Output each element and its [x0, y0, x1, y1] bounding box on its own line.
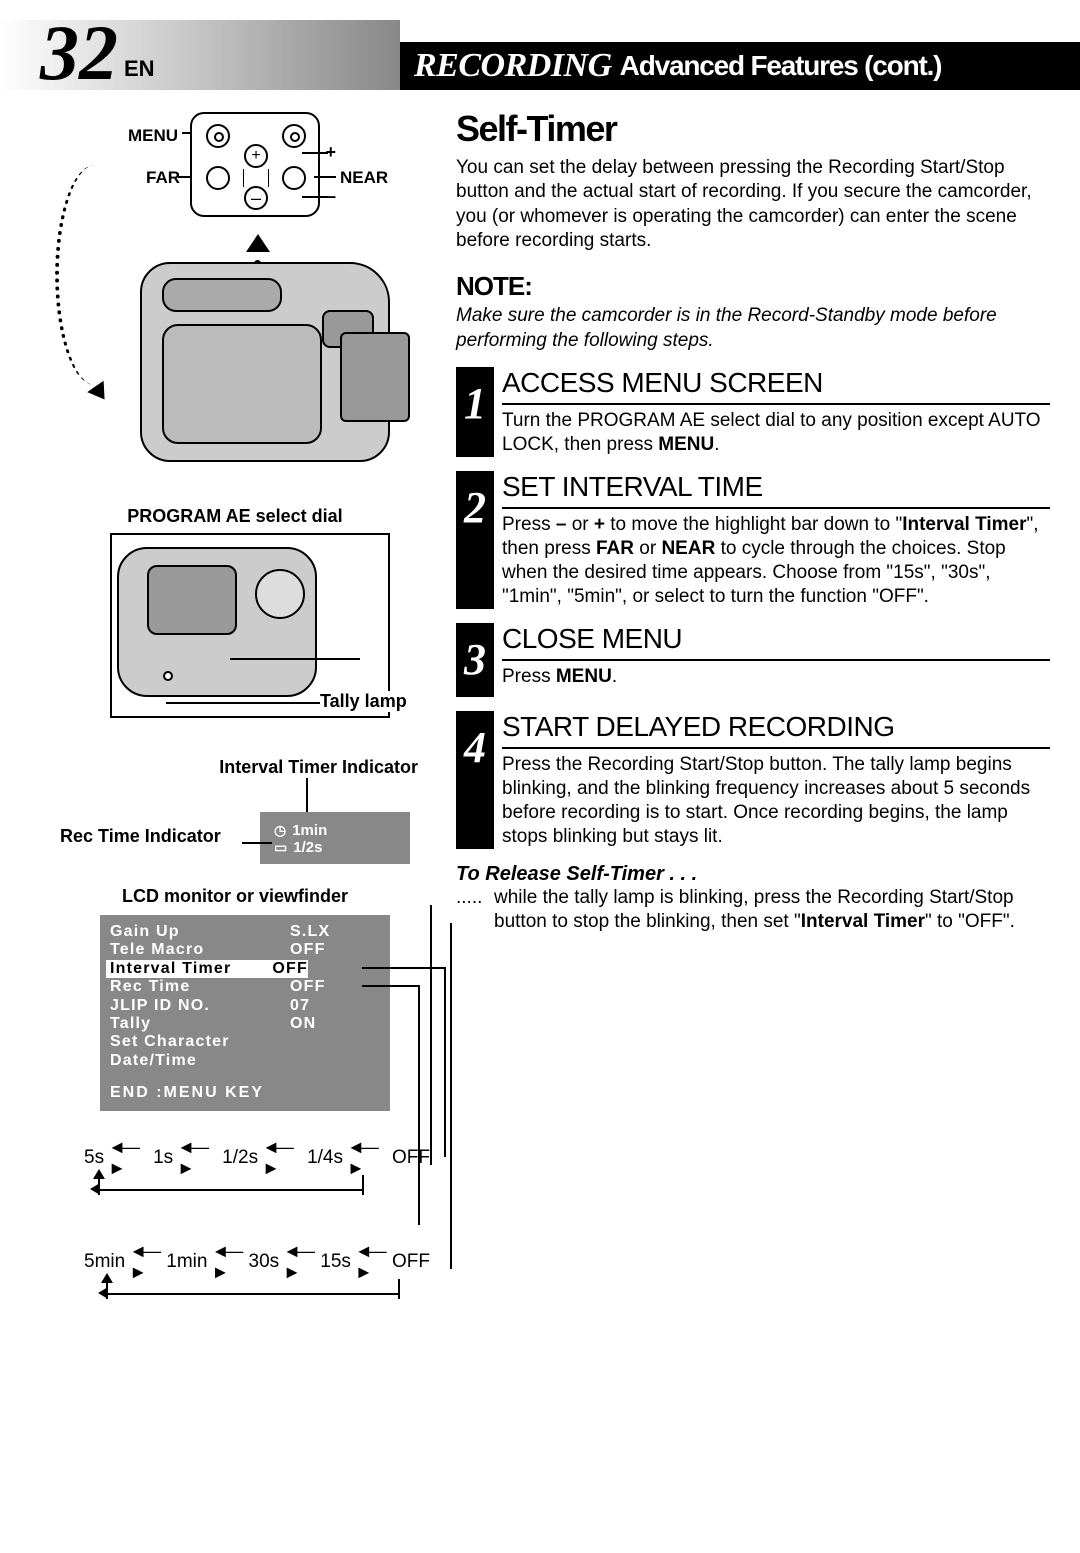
plus-button-icon: +: [244, 144, 268, 168]
section-title: Self-Timer: [456, 108, 1050, 150]
far-label: FAR: [146, 168, 180, 188]
double-arrow-icon: ◄—►: [347, 1137, 388, 1179]
arrow-out-rectime: [362, 985, 420, 987]
header-title-bar: RECORDING Advanced Features (cont.): [400, 42, 1080, 90]
near-label: NEAR: [340, 168, 388, 188]
step-number: 1: [456, 367, 494, 457]
menu-row: Date/Time: [110, 1052, 380, 1070]
page-header: 32 EN RECORDING Advanced Features (cont.…: [0, 20, 1080, 90]
step-body: Turn the PROGRAM AE select dial to any p…: [502, 409, 1050, 457]
menu-row: Tele MacroOFF: [110, 941, 380, 959]
header-title-sub: Advanced Features (cont.): [620, 50, 942, 82]
page-lang: EN: [124, 56, 155, 90]
double-arrow-icon: ◄—►: [108, 1137, 149, 1179]
rec-time-cycle: 5s◄—►1s◄—►1/2s◄—►1/4s◄—►OFF: [84, 1137, 430, 1179]
cycle-value: 30s: [249, 1251, 280, 1273]
cycle-value: 1min: [166, 1251, 207, 1273]
cycle-value: 1/2s: [222, 1147, 258, 1169]
step: 3CLOSE MENU Press MENU.: [456, 623, 1050, 698]
header-title-main: RECORDING: [414, 47, 612, 85]
menu-row: Gain UpS.LX: [110, 923, 380, 941]
page-number: 32: [40, 20, 118, 86]
interval-timer-indicator-label: Interval Timer Indicator: [40, 757, 430, 778]
double-arrow-icon: ◄—►: [262, 1137, 303, 1179]
double-arrow-icon: ◄—►: [129, 1241, 162, 1283]
note-body: Make sure the camcorder is in the Record…: [456, 304, 1050, 353]
step-heading: SET INTERVAL TIME: [502, 471, 1050, 509]
cycle-value: 15s: [320, 1251, 351, 1273]
intro-text: You can set the delay between pressing t…: [456, 156, 1050, 253]
tally-lamp-icon: [163, 671, 173, 681]
step: 1ACCESS MENU SCREEN Turn the PROGRAM AE s…: [456, 367, 1050, 457]
menu-button-icon: [206, 124, 230, 148]
near-button-icon: [282, 166, 306, 190]
arrow-up-icon: [246, 234, 270, 252]
step-body: Press MENU.: [502, 665, 1050, 689]
release-heading: To Release Self-Timer . . .: [456, 863, 1050, 886]
step-number: 2: [456, 471, 494, 609]
lcd-monitor-label: LCD monitor or viewfinder: [40, 886, 430, 907]
page-number-block: 32 EN: [0, 20, 400, 90]
interval-timer-cycle: 5min◄—►1min◄—►30s◄—►15s◄—►OFF: [84, 1241, 430, 1283]
cycle-value: 5s: [84, 1147, 104, 1169]
far-button-icon: [206, 166, 230, 190]
rec-time-indicator-label: Rec Time Indicator: [60, 826, 221, 847]
lcd-small-indicator: Rec Time Indicator ◷1min ▭1/2s: [260, 812, 410, 864]
step-heading: START DELAYED RECORDING: [502, 711, 1050, 749]
left-column: MENU FAR + – + – NEAR: [40, 108, 450, 1309]
menu-end: END :MENU KEY: [110, 1084, 380, 1102]
double-arrow-icon: ◄—►: [283, 1241, 316, 1283]
aux-button-icon: [282, 124, 306, 148]
double-arrow-icon: ◄—►: [211, 1241, 244, 1283]
program-ae-label: PROGRAM AE select dial: [40, 506, 430, 527]
note-heading: NOTE:: [456, 271, 1050, 302]
camcorder-front-diagram: Tally lamp: [40, 533, 430, 733]
cycle-value: 1/4s: [307, 1147, 343, 1169]
tape-icon: ▭: [274, 839, 287, 856]
right-column: Self-Timer You can set the delay between…: [450, 108, 1050, 1309]
step-number: 3: [456, 623, 494, 698]
cycle-value: OFF: [392, 1147, 430, 1169]
menu-row: Set Character: [110, 1033, 380, 1051]
menu-row: Rec TimeOFF: [110, 978, 380, 996]
dotted-connection: [55, 165, 135, 385]
step: 2SET INTERVAL TIME Press – or + to move t…: [456, 471, 1050, 609]
menu-row: TallyON: [110, 1015, 380, 1033]
lcd-row-2: ▭1/2s: [274, 839, 402, 856]
double-arrow-icon: ◄—►: [177, 1137, 218, 1179]
release-body: ..... while the tally lamp is blinking, …: [456, 886, 1050, 935]
tally-label: Tally lamp: [320, 691, 407, 712]
cycle-value: OFF: [392, 1251, 430, 1273]
clock-icon: ◷: [274, 822, 286, 839]
menu-row: Interval TimerOFF: [106, 960, 308, 978]
cycle-value: 1s: [153, 1147, 173, 1169]
step-heading: CLOSE MENU: [502, 623, 1050, 661]
step-number: 4: [456, 711, 494, 849]
menu-box: Gain UpS.LXTele MacroOFFInterval TimerOF…: [100, 915, 390, 1111]
menu-label: MENU: [128, 126, 178, 146]
step-body: Press – or + to move the highlight bar d…: [502, 513, 1050, 609]
step-body: Press the Recording Start/Stop button. T…: [502, 753, 1050, 849]
remote-body: + – + –: [190, 112, 320, 217]
double-arrow-icon: ◄—►: [355, 1241, 388, 1283]
arrow-out-interval: [362, 967, 446, 969]
cycle-value: 5min: [84, 1251, 125, 1273]
tally-line: [230, 658, 360, 660]
minus-button-icon: –: [244, 186, 268, 210]
lcd-row-1: ◷1min: [274, 822, 402, 839]
camcorder-front-body: [117, 547, 317, 697]
step-heading: ACCESS MENU SCREEN: [502, 367, 1050, 405]
camcorder-lens: [340, 332, 410, 422]
step: 4START DELAYED RECORDING Press the Record…: [456, 711, 1050, 849]
near-line: [314, 176, 336, 178]
menu-row: JLIP ID NO.07: [110, 997, 380, 1015]
